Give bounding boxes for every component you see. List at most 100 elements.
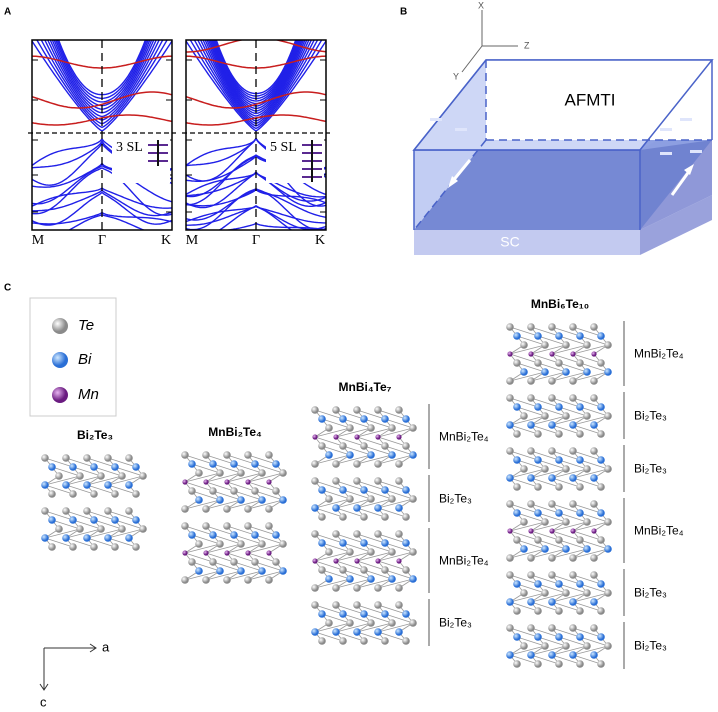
atom xyxy=(570,528,576,534)
atom xyxy=(118,525,126,533)
atom xyxy=(272,487,280,495)
atom xyxy=(381,637,389,645)
bond xyxy=(107,510,137,521)
bond xyxy=(516,335,546,346)
bond xyxy=(572,548,609,559)
bond xyxy=(377,480,407,491)
atom xyxy=(527,474,535,482)
atom xyxy=(353,584,361,592)
bond xyxy=(191,490,221,501)
atom xyxy=(332,477,340,485)
atom xyxy=(555,359,563,367)
bond xyxy=(377,507,407,518)
atom xyxy=(562,589,570,597)
bond xyxy=(342,613,372,624)
atom xyxy=(374,584,382,592)
atom xyxy=(381,539,389,547)
atom xyxy=(388,619,396,627)
bond xyxy=(356,578,393,589)
atom xyxy=(325,619,333,627)
bond xyxy=(247,525,277,536)
bond xyxy=(516,362,546,373)
bond xyxy=(530,592,567,603)
atom xyxy=(604,368,612,376)
band xyxy=(32,114,172,126)
atom xyxy=(548,421,556,429)
bond xyxy=(114,519,144,530)
bond xyxy=(212,561,242,572)
atom xyxy=(360,539,368,547)
atom xyxy=(83,454,91,462)
block-label: MnBi₂Te₄ xyxy=(634,524,684,538)
bond xyxy=(572,574,602,585)
bond xyxy=(226,499,263,510)
atom xyxy=(230,487,238,495)
atom xyxy=(311,406,319,414)
atom xyxy=(591,528,597,534)
bond xyxy=(335,622,372,633)
bond xyxy=(537,459,567,470)
atom xyxy=(216,469,224,477)
atom xyxy=(604,341,612,349)
bond xyxy=(72,466,102,477)
atom xyxy=(555,633,563,641)
atom xyxy=(569,651,577,659)
bond xyxy=(205,472,242,483)
atom xyxy=(597,483,605,491)
atom xyxy=(181,505,189,513)
atom xyxy=(311,504,319,512)
bond xyxy=(572,344,609,355)
bond xyxy=(558,459,588,470)
atom xyxy=(224,550,230,556)
atom xyxy=(562,518,570,526)
atom xyxy=(69,463,77,471)
annotation: 5 SL xyxy=(270,140,297,155)
bond xyxy=(509,645,546,656)
x-label: M xyxy=(32,233,45,248)
atomic-block xyxy=(181,451,287,513)
bond xyxy=(377,560,407,571)
atom xyxy=(367,424,375,432)
bond xyxy=(314,533,344,544)
atom xyxy=(528,351,534,357)
atom xyxy=(279,567,287,575)
atom xyxy=(513,332,521,340)
atom xyxy=(576,580,584,588)
bond xyxy=(107,528,144,539)
atom xyxy=(534,536,542,544)
atom xyxy=(527,394,535,402)
atom xyxy=(590,474,598,482)
bond xyxy=(356,622,393,633)
atom xyxy=(388,575,396,583)
bond xyxy=(226,472,263,483)
atom xyxy=(244,451,252,459)
atom xyxy=(590,598,598,606)
atom xyxy=(569,421,577,429)
bond xyxy=(233,490,263,501)
atom xyxy=(244,522,252,530)
bond xyxy=(321,542,351,553)
bond xyxy=(335,533,365,544)
bond xyxy=(509,344,546,355)
atom xyxy=(507,351,513,357)
atom xyxy=(395,601,403,609)
atom xyxy=(346,495,354,503)
atom xyxy=(374,628,382,636)
atom xyxy=(506,447,514,455)
atom xyxy=(534,332,542,340)
frame xyxy=(31,39,173,231)
atom xyxy=(409,575,417,583)
atom xyxy=(353,530,361,538)
atom xyxy=(576,403,584,411)
bond xyxy=(65,528,102,539)
bond xyxy=(551,503,581,514)
atom xyxy=(506,421,514,429)
atom xyxy=(332,504,340,512)
bond xyxy=(184,481,214,492)
atom xyxy=(597,359,605,367)
bond xyxy=(72,519,102,530)
atom xyxy=(562,545,570,553)
atomic-block xyxy=(311,530,417,592)
bond xyxy=(551,353,581,364)
atom xyxy=(590,377,598,385)
